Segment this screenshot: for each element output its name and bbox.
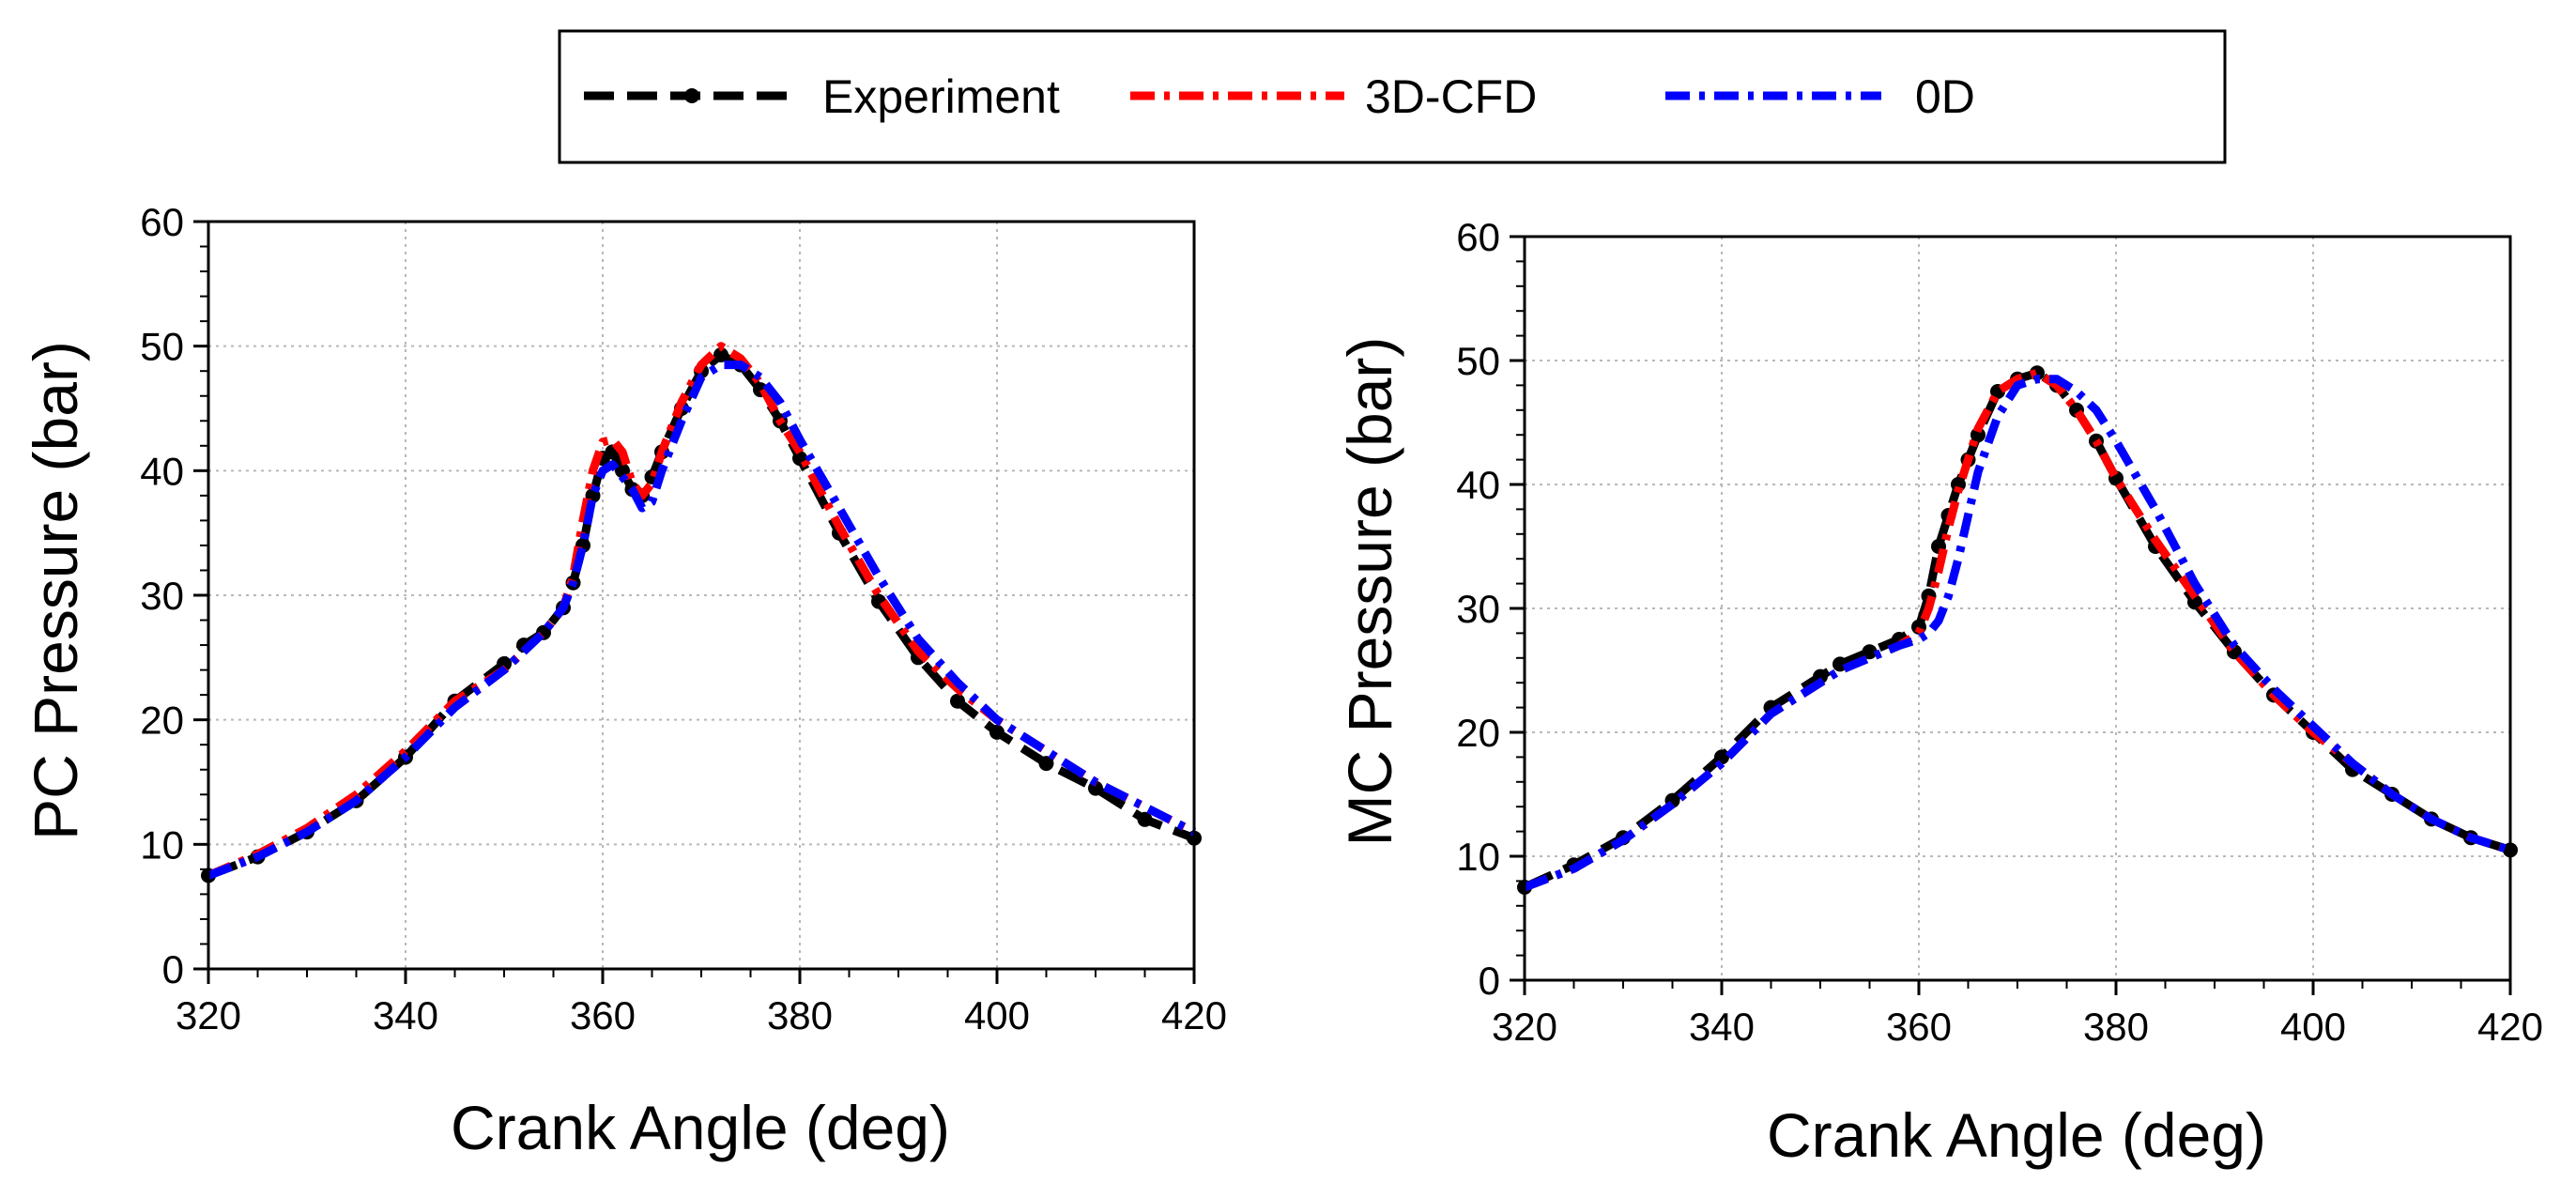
pc-series <box>201 342 1202 883</box>
pc-point-experiment <box>1137 811 1153 827</box>
pc-x-axis-title: Crank Angle (deg) <box>451 1093 950 1162</box>
mc-y-tick-label: 40 <box>1456 463 1500 507</box>
chart-mc: 320 340 360 380 400 420 0 10 20 30 40 50 60 Crank An… <box>1335 215 2543 1170</box>
mc-point-experiment <box>1862 644 1878 660</box>
mc-x-tick-label: 320 <box>1492 1005 1557 1049</box>
mc-series <box>1517 365 2518 895</box>
pc-x-tick-label: 320 <box>176 993 241 1037</box>
mc-x-tick-label: 380 <box>2083 1005 2149 1049</box>
legend-marker-experiment <box>684 88 699 103</box>
mc-y-tick-label: 10 <box>1456 835 1500 879</box>
mc-point-experiment <box>1714 749 1729 765</box>
mc-y-tick-label: 60 <box>1456 215 1500 259</box>
mc-point-experiment <box>2187 594 2202 610</box>
mc-y-tick-label: 30 <box>1456 587 1500 631</box>
mc-grid <box>1525 237 2510 980</box>
mc-y-axis-title: MC Pressure (bar) <box>1335 337 1404 847</box>
mc-x-tick-label: 340 <box>1689 1005 1755 1049</box>
legend-box <box>558 29 2227 164</box>
legend-label-experiment: Experiment <box>822 70 1060 123</box>
pc-y-tick-label: 10 <box>140 822 184 867</box>
legend-label-3d-cfd: 3D-CFD <box>1365 70 1537 123</box>
pc-series-experiment <box>207 350 1196 880</box>
mc-ticks: 320 340 360 380 400 420 0 10 20 30 40 50 60 <box>1456 215 2543 1049</box>
pc-x-tick-label: 420 <box>1161 993 1227 1037</box>
mc-point-experiment <box>1970 427 1986 443</box>
pc-y-tick-label: 40 <box>140 449 184 493</box>
pc-point-experiment <box>989 724 1004 740</box>
chart-pc: 320 340 360 380 400 420 0 10 20 30 40 50 60 Crank An… <box>21 200 1227 1162</box>
pc-ticks: 320 340 360 380 400 420 0 10 20 30 40 50 60 <box>140 200 1227 1037</box>
mc-series-3d-cfd <box>1523 368 2512 892</box>
pc-series-0d <box>207 361 1197 880</box>
pc-point-experiment <box>950 693 965 709</box>
pc-point-experiment <box>713 347 728 362</box>
mc-x-axis-title: Crank Angle (deg) <box>1767 1100 2266 1170</box>
mc-x-tick-label: 360 <box>1886 1005 1952 1049</box>
legend-label-0d: 0D <box>1915 70 1975 123</box>
mc-point-experiment <box>1832 656 1848 672</box>
pc-point-experiment <box>1038 756 1054 772</box>
mc-y-tick-label: 0 <box>1479 959 1500 1003</box>
mc-x-tick-label: 400 <box>2280 1005 2346 1049</box>
pc-x-tick-label: 340 <box>373 993 438 1037</box>
pc-y-tick-label: 0 <box>162 947 184 991</box>
pc-y-tick-label: 20 <box>140 699 184 743</box>
pc-x-tick-label: 400 <box>964 993 1030 1037</box>
legend: Experiment 3D-CFD 0D <box>558 29 2227 164</box>
mc-y-tick-label: 20 <box>1456 711 1500 755</box>
pc-y-tick-label: 60 <box>140 200 184 244</box>
pc-y-axis-title: PC Pressure (bar) <box>21 341 90 840</box>
mc-x-tick-label: 420 <box>2477 1005 2543 1049</box>
pc-y-tick-label: 50 <box>140 325 184 369</box>
mc-y-tick-label: 50 <box>1456 339 1500 383</box>
pc-y-tick-label: 30 <box>140 574 184 618</box>
pc-x-tick-label: 380 <box>767 993 833 1037</box>
pc-x-tick-label: 360 <box>570 993 636 1037</box>
pc-grid <box>208 222 1194 969</box>
